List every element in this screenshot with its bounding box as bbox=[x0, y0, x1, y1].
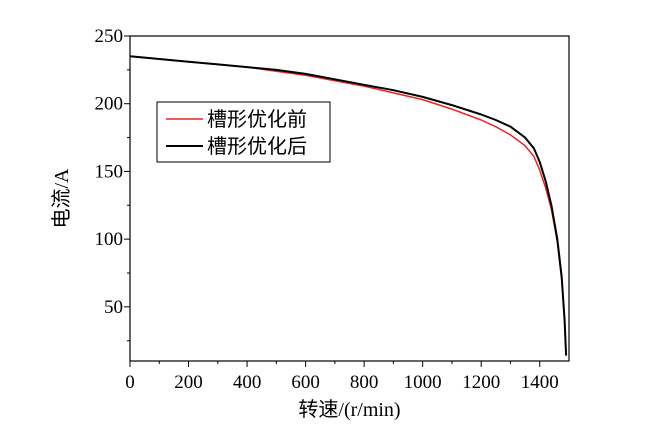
legend: 槽形优化前 槽形优化后 bbox=[156, 101, 331, 163]
axis-tick-labels: 0 200 400 600 800 1000 1200 1400 50 100 150 200 250 bbox=[95, 26, 559, 393]
x-tick-label: 0 bbox=[125, 372, 135, 393]
x-tick-label: 400 bbox=[233, 372, 262, 393]
series-line-after bbox=[129, 55, 568, 356]
x-tick-label: 1200 bbox=[462, 372, 500, 393]
x-tick-label: 1000 bbox=[404, 372, 442, 393]
legend-label-after: 槽形优化后 bbox=[207, 135, 307, 158]
y-tick-label: 50 bbox=[104, 297, 123, 318]
series-lines bbox=[129, 55, 568, 356]
x-tick-label: 200 bbox=[174, 372, 203, 393]
legend-label-before: 槽形优化前 bbox=[207, 108, 307, 131]
plot-frame bbox=[129, 35, 570, 362]
plot-border bbox=[129, 35, 570, 362]
y-tick-label: 200 bbox=[95, 94, 124, 115]
y-tick-label: 250 bbox=[95, 26, 124, 47]
y-tick-label: 150 bbox=[95, 161, 124, 182]
axis-ticks bbox=[124, 35, 541, 367]
x-tick-label: 600 bbox=[291, 372, 320, 393]
legend-box bbox=[156, 101, 331, 163]
x-tick-label: 800 bbox=[350, 372, 379, 393]
x-tick-label: 1400 bbox=[521, 372, 559, 393]
series-line-before bbox=[129, 55, 567, 356]
y-tick-label: 100 bbox=[95, 229, 124, 250]
y-axis-label: 电流/A bbox=[50, 168, 73, 229]
x-axis-label: 转速/(r/min) bbox=[298, 398, 400, 421]
